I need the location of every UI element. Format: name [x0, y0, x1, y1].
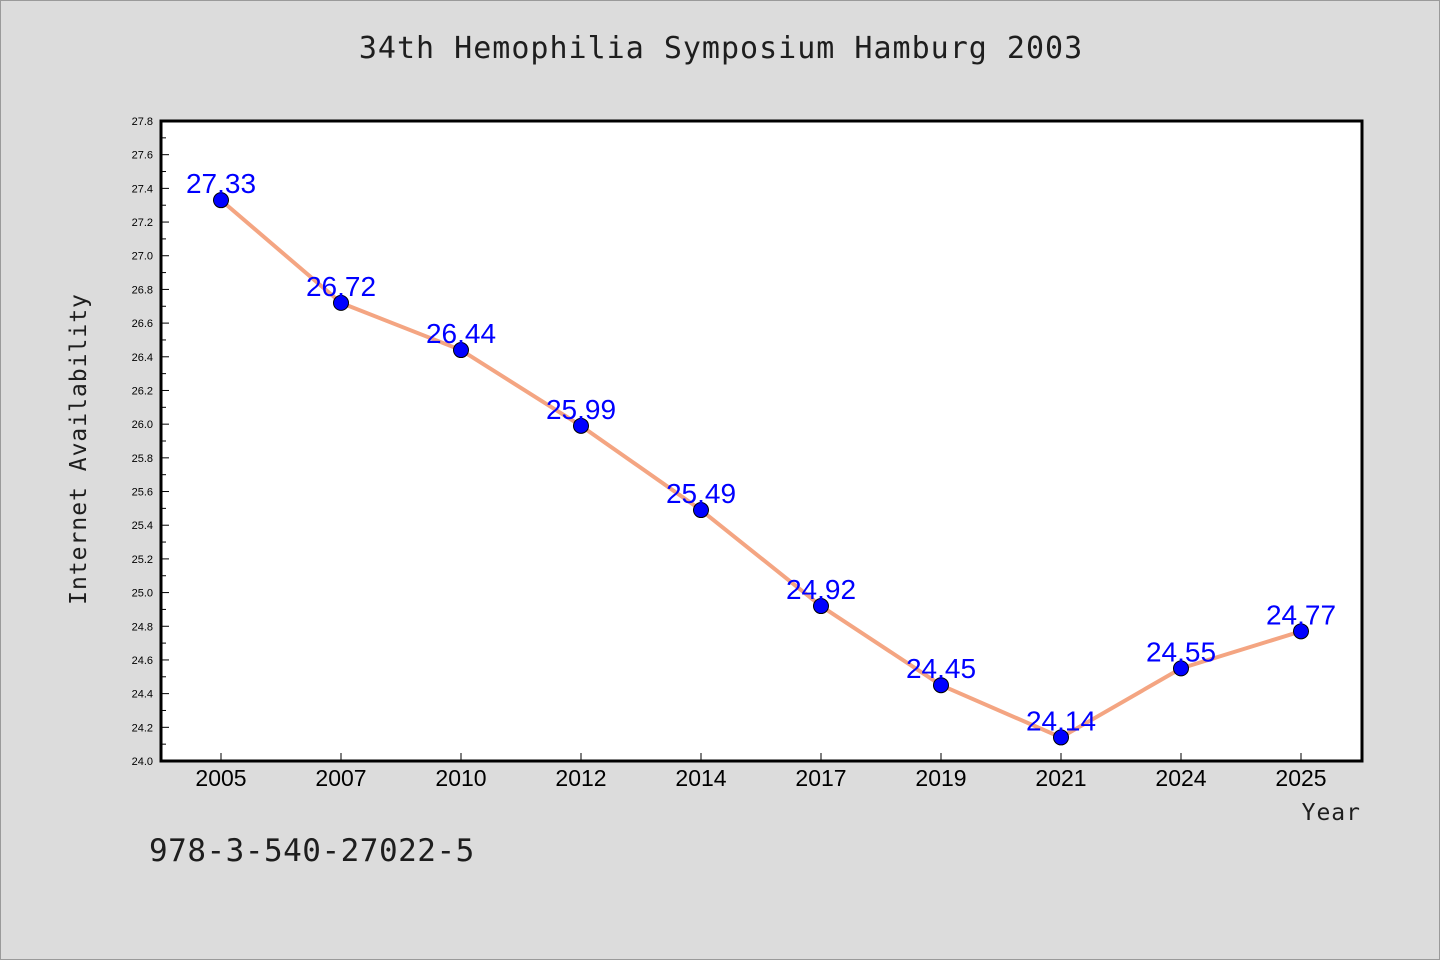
data-label: 24.14: [1026, 705, 1096, 736]
data-point-marker: [333, 294, 349, 311]
data-label: 26.72: [306, 271, 376, 302]
y-tick-label: 27.4: [132, 183, 153, 195]
y-tick-label: 25.4: [132, 520, 153, 532]
y-tick-label: 26.8: [132, 284, 153, 296]
y-tick-label: 27.0: [132, 251, 153, 263]
data-label: 24.55: [1146, 636, 1216, 667]
data-label: 24.45: [906, 653, 976, 684]
data-label: 24.92: [786, 574, 856, 605]
data-point-marker: [1293, 623, 1309, 640]
y-tick-label: 25.6: [132, 487, 153, 499]
y-tick-label: 25.0: [132, 588, 153, 600]
x-tick-label: 2007: [315, 765, 366, 791]
data-label: 25.49: [666, 478, 736, 509]
x-axis-title: Year: [1302, 800, 1361, 826]
data-label: 26.44: [426, 318, 496, 349]
y-tick-label: 27.2: [132, 217, 153, 229]
x-tick-label: 2021: [1035, 765, 1086, 791]
data-point-marker: [1053, 729, 1069, 746]
x-tick-label: 2005: [195, 765, 246, 791]
y-tick-label: 25.2: [132, 554, 153, 566]
y-tick-label: 25.8: [132, 453, 153, 465]
y-tick-label: 24.2: [132, 722, 153, 734]
y-tick-label: 26.4: [132, 352, 153, 364]
series-group: 27.33 26.72 26.44 25.99 25.49 24.92 24.45 24.14…: [186, 168, 1336, 746]
data-label: 24.77: [1266, 599, 1336, 630]
x-tick-label: 2019: [915, 765, 966, 791]
x-tick-label: 2017: [795, 765, 846, 791]
series-line: [219, 198, 1302, 740]
y-tick-label: 24.8: [132, 621, 153, 633]
y-axis: 24.0 24.2 24.4 24.6 24.8 25.0 25.2 25.4 25.6 25.8…: [132, 116, 169, 768]
data-label: 25.99: [546, 394, 616, 425]
chart-title: 34th Hemophilia Symposium Hamburg 2003: [358, 31, 1084, 66]
data-point-marker: [1173, 660, 1189, 677]
x-tick-label: 2024: [1155, 765, 1206, 791]
x-tick-label: 2025: [1275, 765, 1326, 791]
y-tick-label: 24.0: [132, 756, 153, 768]
data-point-marker: [453, 342, 469, 359]
x-tick-label: 2012: [555, 765, 606, 791]
y-tick-label: 26.2: [132, 385, 153, 397]
isbn-caption: 978-3-540-27022-5: [149, 833, 475, 869]
data-point-marker: [573, 417, 589, 434]
data-point-marker: [213, 192, 229, 209]
plot-area: [159, 119, 1364, 763]
y-tick-label: 27.6: [132, 150, 153, 162]
y-axis-title: Internet Availability: [66, 293, 92, 605]
x-tick-label: 2014: [675, 765, 726, 791]
y-tick-label: 24.4: [132, 689, 153, 701]
y-tick-label: 26.6: [132, 318, 153, 330]
data-point-marker: [933, 677, 949, 694]
x-tick-label: 2010: [435, 765, 486, 791]
data-point-marker: [693, 502, 709, 519]
y-tick-label: 24.6: [132, 655, 153, 667]
data-label: 27.33: [186, 168, 256, 199]
x-axis: 2005 2007 2010 2012 2014 2017 2019 2021 2024 2025: [195, 753, 1327, 791]
y-tick-label: 26.0: [132, 419, 153, 431]
y-tick-label: 27.8: [132, 116, 153, 128]
data-point-marker: [813, 598, 829, 615]
